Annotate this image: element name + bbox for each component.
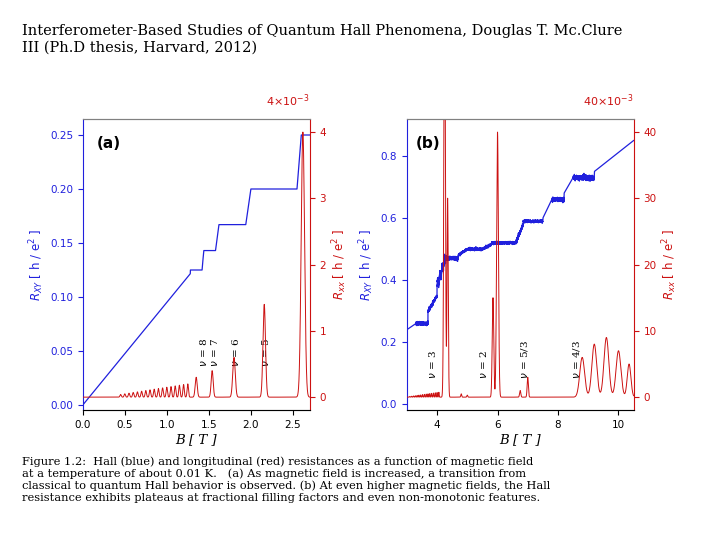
Text: $\nu$ = 7: $\nu$ = 7 [210,338,220,367]
Text: $\nu$ = 3: $\nu$ = 3 [427,350,438,380]
Y-axis label: $R_{xx}$ [ h / e$^2$ ]: $R_{xx}$ [ h / e$^2$ ] [330,229,348,300]
Text: $\nu$ = 2: $\nu$ = 2 [478,351,490,380]
Y-axis label: $R_{XY}$ [ h / e$^2$ ]: $R_{XY}$ [ h / e$^2$ ] [358,228,377,301]
X-axis label: B [ T ]: B [ T ] [176,433,217,446]
Text: $\nu$ = 6: $\nu$ = 6 [230,338,241,367]
Text: Figure 1.2:  Hall (blue) and longitudinal (red) resistances as a function of mag: Figure 1.2: Hall (blue) and longitudinal… [22,456,550,503]
Text: Interferometer-Based Studies of Quantum Hall Phenomena, Douglas T. Mc.Clure
III : Interferometer-Based Studies of Quantum … [22,24,622,55]
Text: $\nu$ = 5/3: $\nu$ = 5/3 [519,340,530,380]
X-axis label: B [ T ]: B [ T ] [500,433,541,446]
Text: (a): (a) [96,136,120,151]
Y-axis label: $R_{XY}$ [ h / e$^2$ ]: $R_{XY}$ [ h / e$^2$ ] [27,228,46,301]
Text: $40{\times}10^{-3}$: $40{\times}10^{-3}$ [583,92,634,109]
Y-axis label: $R_{xx}$ [ h / e$^2$ ]: $R_{xx}$ [ h / e$^2$ ] [661,229,679,300]
Text: $\nu$ = 8: $\nu$ = 8 [198,338,210,367]
Text: (b): (b) [416,136,441,151]
Text: $4{\times}10^{-3}$: $4{\times}10^{-3}$ [266,92,310,109]
Text: $\nu$ = 5: $\nu$ = 5 [261,338,271,367]
Text: $\nu$ = 4/3: $\nu$ = 4/3 [571,340,582,380]
